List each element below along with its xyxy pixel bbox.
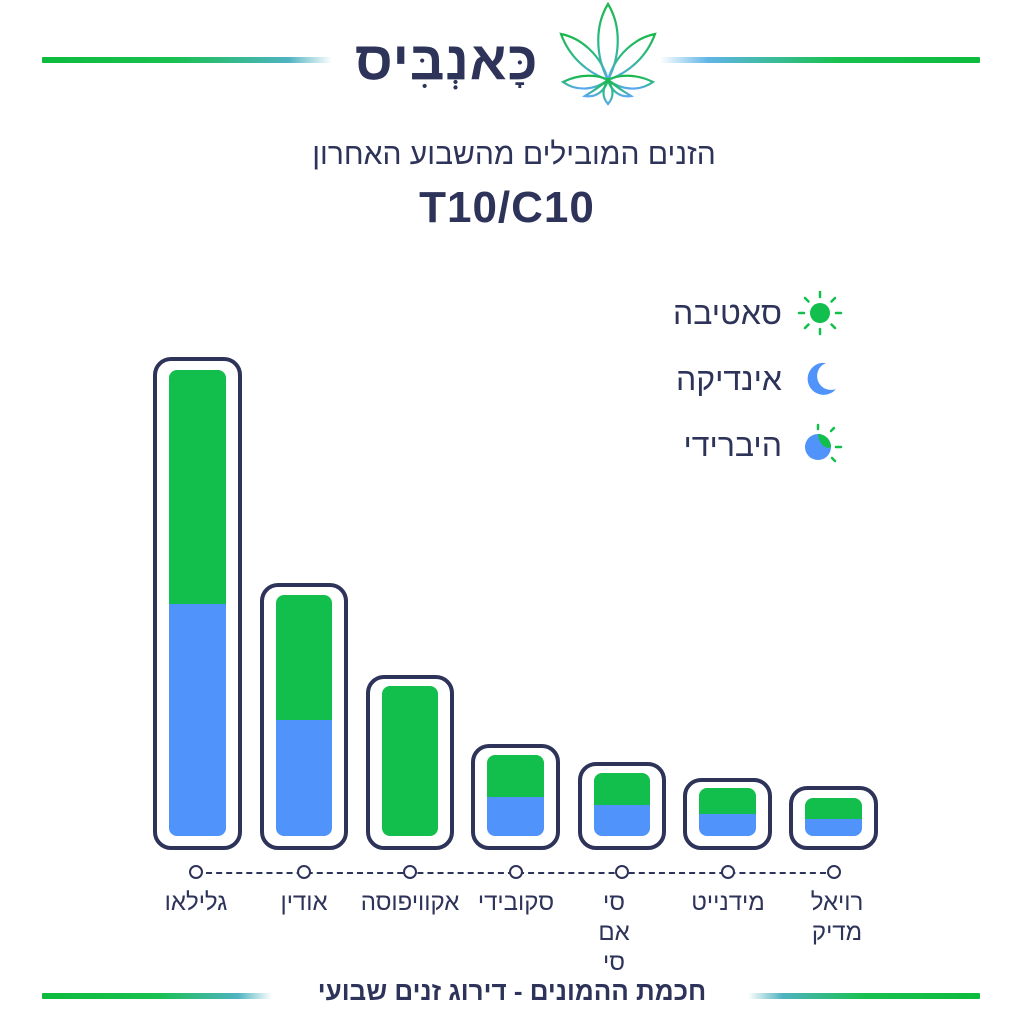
legend-label: סאטיבה (672, 294, 782, 331)
bar-fill (699, 788, 756, 836)
bar-segment-sativa (805, 798, 862, 819)
x-tick-label: מידנייט (691, 889, 765, 916)
bar-fill (169, 370, 226, 836)
bar-segment-indica (594, 805, 650, 836)
bar-segment-sativa (487, 755, 544, 797)
bar-3[interactable] (366, 675, 454, 850)
bar-segment-sativa (699, 788, 756, 814)
bar-segment-indica (276, 720, 332, 836)
x-tick-label: רויאל מדיק (810, 889, 864, 946)
axis-tick-dot (403, 865, 417, 879)
bar-1[interactable] (153, 357, 242, 850)
axis-tick-dot (297, 865, 311, 879)
header-divider-left (42, 57, 332, 63)
bar-fill (382, 686, 438, 836)
axis-tick-dot (509, 865, 523, 879)
x-tick-label: גלילאו (164, 889, 228, 916)
legend-item-indica: אינדיקה (673, 346, 844, 412)
moon-icon (796, 355, 844, 403)
brand-logo: כָּאנְבִּיס (355, 0, 665, 110)
bar-2[interactable] (260, 583, 348, 850)
bar-fill (594, 773, 650, 836)
bar-fill (487, 755, 544, 836)
bar-segment-sativa (594, 773, 650, 805)
chart-title: T10/C10 (419, 183, 595, 232)
x-tick-label: סקובידי (477, 889, 555, 916)
axis-tick-dot (827, 865, 841, 879)
bar-segment-sativa (276, 595, 332, 720)
bar-fill (805, 798, 862, 836)
bar-fill (276, 595, 332, 836)
sun-icon (796, 289, 844, 337)
bar-segment-indica (699, 814, 756, 836)
legend-label: אינדיקה (675, 360, 782, 397)
bar-segment-indica (169, 604, 226, 836)
axis-tick-dot (721, 865, 735, 879)
axis-tick-dot (615, 865, 629, 879)
header-divider-right (660, 57, 980, 63)
legend-item-sativa: סאטיבה (673, 280, 844, 346)
legend-item-hybrid: היברידי (673, 412, 844, 478)
bar-segment-indica (487, 797, 544, 836)
x-tick-label: סי אם סי (598, 889, 630, 976)
legend-label: היברידי (683, 426, 782, 463)
bar-5[interactable] (578, 762, 666, 850)
bar-7[interactable] (789, 786, 878, 850)
footer-caption: חכמת ההמונים - דירוג זנים שבועי (317, 976, 707, 1006)
hybrid-sun-moon-icon (796, 421, 844, 469)
axis-tick-dot (189, 865, 203, 879)
x-tick-label: אודין (280, 889, 328, 916)
footer-divider-right (748, 993, 980, 999)
bar-6[interactable] (683, 778, 772, 850)
bar-segment-sativa (169, 370, 226, 604)
bar-segment-sativa (382, 686, 438, 836)
chart-legend: סאטיבה אינדיקה היברידי (673, 280, 844, 478)
cannabis-leaf-icon (559, 1, 657, 106)
x-tick-label: אקוויפוסה (360, 889, 460, 916)
brand-name: כָּאנְבִּיס (355, 31, 539, 91)
bar-segment-indica (805, 819, 862, 836)
footer-divider-left (42, 993, 272, 999)
chart-subtitle: הזנים המובילים מהשבוע האחרון (312, 138, 716, 171)
bar-4[interactable] (471, 744, 560, 850)
